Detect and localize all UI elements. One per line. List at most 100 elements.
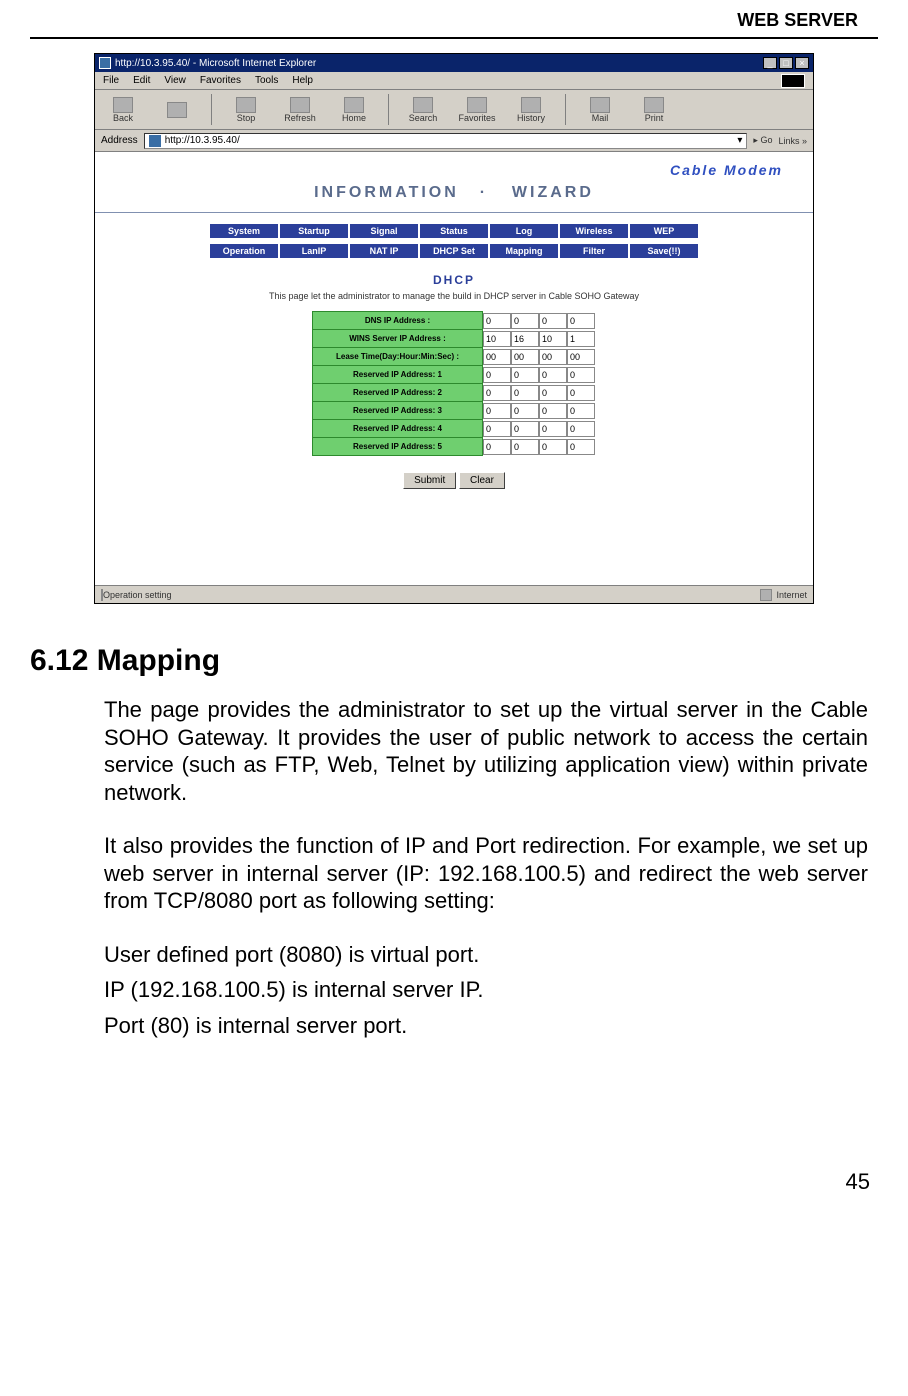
ie-icon (99, 57, 111, 69)
form-row-label: WINS Server IP Address : (313, 330, 483, 348)
tab-operation[interactable]: Operation (209, 243, 279, 259)
go-button[interactable]: ▸ Go (753, 135, 772, 146)
tab-lanip[interactable]: LanIP (279, 243, 349, 259)
history-button[interactable]: History (511, 97, 551, 123)
form-row: Reserved IP Address: 5 (313, 438, 596, 456)
form-row: Reserved IP Address: 2 (313, 384, 596, 402)
paragraph-3: User defined port (8080) is virtual port… (104, 941, 868, 969)
form-row: Reserved IP Address: 3 (313, 402, 596, 420)
ip-octet-input[interactable] (511, 385, 539, 401)
clear-button[interactable]: Clear (459, 472, 505, 489)
favorites-button[interactable]: Favorites (457, 97, 497, 123)
ip-octet-input[interactable] (539, 421, 567, 437)
maximize-button[interactable]: □ (779, 57, 793, 69)
ip-octet-input[interactable] (567, 367, 595, 383)
ip-octet-input[interactable] (539, 385, 567, 401)
status-left: Operation setting (101, 590, 172, 600)
ip-octet-input[interactable] (567, 349, 595, 365)
ip-octet-input[interactable] (567, 313, 595, 329)
ip-octet-input[interactable] (539, 313, 567, 329)
ip-octet-input[interactable] (511, 313, 539, 329)
minimize-button[interactable]: _ (763, 57, 777, 69)
refresh-button[interactable]: Refresh (280, 97, 320, 123)
tab-wep[interactable]: WEP (629, 223, 699, 239)
page-header: WEB SERVER (737, 10, 858, 31)
tab-filter[interactable]: Filter (559, 243, 629, 259)
menu-favorites[interactable]: Favorites (200, 75, 241, 86)
stop-button[interactable]: Stop (226, 97, 266, 123)
ip-octet-input[interactable] (483, 403, 511, 419)
tab-signal[interactable]: Signal (349, 223, 419, 239)
ip-octet-input[interactable] (567, 331, 595, 347)
mail-icon (590, 97, 610, 113)
ip-octet-input[interactable] (483, 439, 511, 455)
ip-octet-input[interactable] (511, 403, 539, 419)
address-input[interactable]: http://10.3.95.40/ ▾ (144, 133, 748, 149)
dhcp-description: This page let the administrator to manag… (135, 291, 773, 301)
dhcp-form-table: DNS IP Address :WINS Server IP Address :… (312, 311, 596, 456)
ip-octet-input[interactable] (483, 313, 511, 329)
form-row-label: DNS IP Address : (313, 312, 483, 330)
ip-octet-input[interactable] (567, 403, 595, 419)
address-bar: Address http://10.3.95.40/ ▾ ▸ Go Links … (95, 130, 813, 152)
ip-octet-input[interactable] (511, 349, 539, 365)
ip-octet-input[interactable] (567, 385, 595, 401)
tab-system[interactable]: System (209, 223, 279, 239)
ip-octet-input[interactable] (539, 367, 567, 383)
print-button[interactable]: Print (634, 97, 674, 123)
forward-button[interactable] (157, 102, 197, 118)
form-row: Lease Time(Day:Hour:Min:Sec) : (313, 348, 596, 366)
ip-octet-input[interactable] (567, 421, 595, 437)
ip-octet-input[interactable] (539, 439, 567, 455)
paragraph-2: It also provides the function of IP and … (104, 832, 868, 915)
status-right: Internet (760, 589, 807, 601)
tab-mapping[interactable]: Mapping (489, 243, 559, 259)
submit-button[interactable]: Submit (403, 472, 456, 489)
tab-dhcpset[interactable]: DHCP Set (419, 243, 489, 259)
tab-natip[interactable]: NAT IP (349, 243, 419, 259)
ip-octet-input[interactable] (511, 421, 539, 437)
print-icon (644, 97, 664, 113)
search-button[interactable]: Search (403, 97, 443, 123)
ip-octet-input[interactable] (567, 439, 595, 455)
window-titlebar: http://10.3.95.40/ - Microsoft Internet … (95, 54, 813, 72)
close-button[interactable]: × (795, 57, 809, 69)
forward-icon (167, 102, 187, 118)
address-label: Address (101, 135, 138, 146)
ip-octet-input[interactable] (511, 331, 539, 347)
ip-octet-input[interactable] (483, 385, 511, 401)
menu-help[interactable]: Help (292, 75, 313, 86)
back-icon (113, 97, 133, 113)
home-button[interactable]: Home (334, 97, 374, 123)
mail-button[interactable]: Mail (580, 97, 620, 123)
paragraph-4: IP (192.168.100.5) is internal server IP… (104, 976, 868, 1004)
links-button[interactable]: Links » (778, 136, 807, 146)
page-content: Cable Modem INFORMATION · WIZARD System … (95, 152, 813, 585)
toolbar-separator (565, 94, 566, 125)
tab-save[interactable]: Save(!!) (629, 243, 699, 259)
home-icon (344, 97, 364, 113)
ip-octet-input[interactable] (539, 403, 567, 419)
menu-edit[interactable]: Edit (133, 75, 150, 86)
menu-view[interactable]: View (164, 75, 186, 86)
tab-log[interactable]: Log (489, 223, 559, 239)
menu-file[interactable]: File (103, 75, 119, 86)
ip-octet-input[interactable] (539, 331, 567, 347)
toolbar: Back Stop Refresh Home Search Favorites … (95, 90, 813, 130)
ip-octet-input[interactable] (483, 331, 511, 347)
ip-octet-input[interactable] (483, 367, 511, 383)
menu-bar: File Edit View Favorites Tools Help (95, 72, 813, 90)
ip-octet-input[interactable] (483, 421, 511, 437)
ip-octet-input[interactable] (483, 349, 511, 365)
back-button[interactable]: Back (103, 97, 143, 123)
status-bar: Operation setting Internet (95, 585, 813, 603)
form-row: DNS IP Address : (313, 312, 596, 330)
ip-octet-input[interactable] (511, 439, 539, 455)
tab-wireless[interactable]: Wireless (559, 223, 629, 239)
menu-tools[interactable]: Tools (255, 75, 278, 86)
ip-octet-input[interactable] (511, 367, 539, 383)
tab-startup[interactable]: Startup (279, 223, 349, 239)
ip-octet-input[interactable] (539, 349, 567, 365)
tab-status[interactable]: Status (419, 223, 489, 239)
form-row-label: Reserved IP Address: 5 (313, 438, 483, 456)
